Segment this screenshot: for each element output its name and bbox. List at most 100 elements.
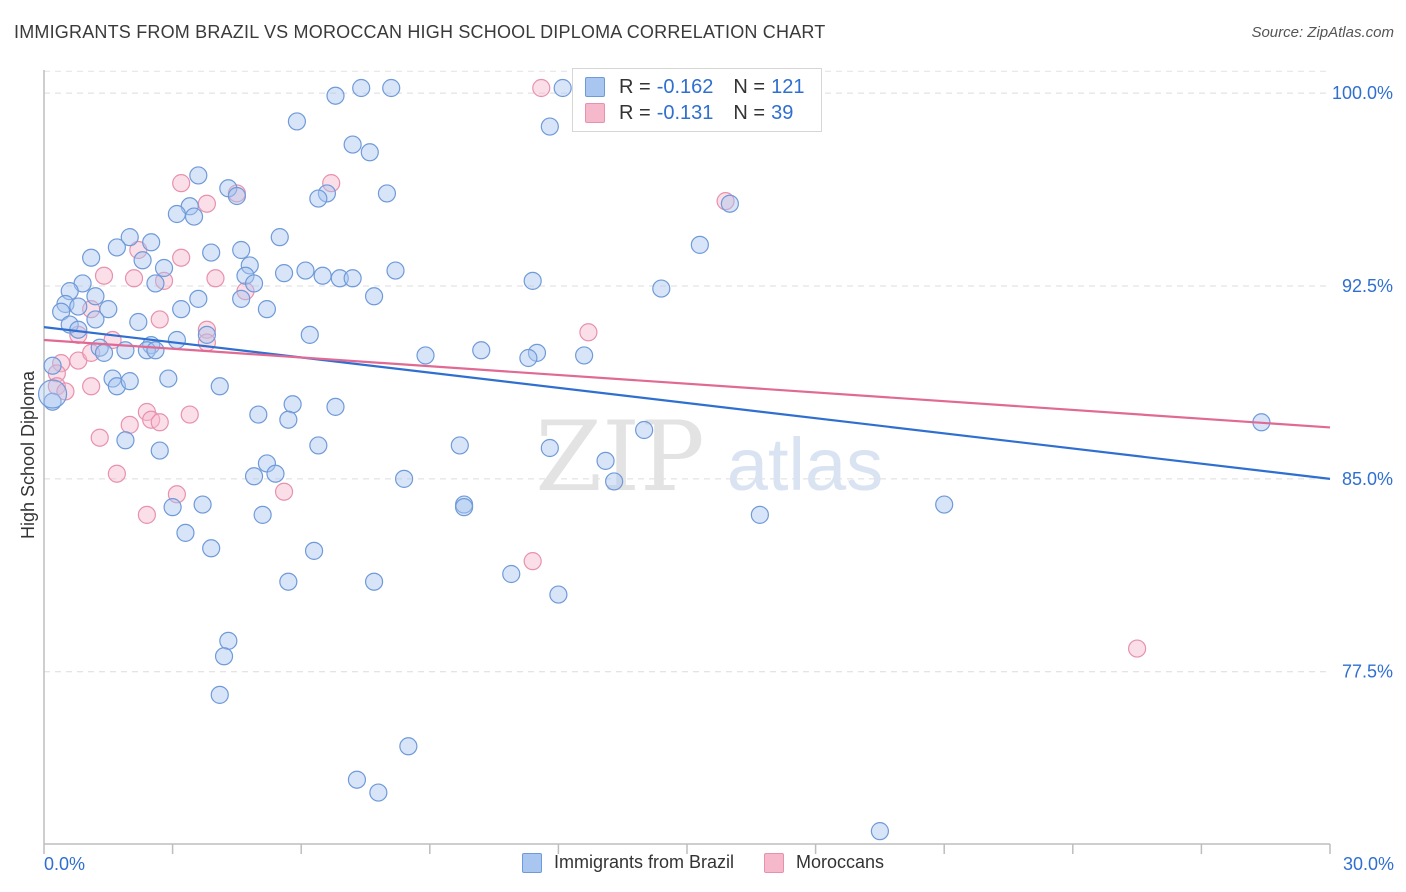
brazil-point[interactable] [317, 184, 337, 203]
moroccan-point[interactable] [180, 405, 199, 424]
brazil-point[interactable] [502, 564, 521, 584]
brazil-point[interactable] [326, 86, 345, 105]
brazil-point[interactable] [167, 204, 186, 224]
legend-item-brazil[interactable]: Immigrants from Brazil [521, 852, 734, 873]
moroccan-point[interactable] [107, 464, 126, 483]
brazil-point[interactable] [279, 410, 298, 429]
brazil-point[interactable] [159, 369, 178, 388]
brazil-point[interactable] [37, 379, 68, 409]
brazil-point[interactable] [163, 498, 182, 517]
brazil-point[interactable] [523, 271, 542, 290]
brazil-point[interactable] [287, 112, 307, 131]
brazil-point[interactable] [176, 523, 195, 542]
brazil-point[interactable] [549, 585, 568, 604]
moroccan-point[interactable] [197, 320, 216, 339]
brazil-point[interactable] [120, 228, 139, 247]
moroccan-point[interactable] [197, 194, 216, 213]
brazil-point[interactable] [382, 78, 401, 98]
brazil-point[interactable] [197, 325, 216, 344]
brazil-point[interactable] [253, 505, 272, 524]
brazil-point[interactable] [386, 261, 405, 280]
brazil-point[interactable] [232, 240, 251, 260]
brazil-point[interactable] [52, 302, 71, 321]
brazil-point[interactable] [416, 346, 435, 365]
brazil-point[interactable] [750, 505, 769, 524]
brazil-point[interactable] [377, 184, 397, 203]
brazil-point[interactable] [304, 541, 324, 560]
brazil-point[interactable] [300, 325, 319, 344]
moroccan-point[interactable] [82, 343, 101, 362]
moroccan-point[interactable] [120, 415, 139, 434]
brazil-point[interactable] [86, 287, 105, 306]
moroccan-point[interactable] [206, 269, 225, 288]
brazil-point[interactable] [266, 464, 285, 483]
brazil-point[interactable] [283, 395, 302, 414]
brazil-point[interactable] [210, 685, 229, 704]
brazil-point[interactable] [519, 348, 538, 368]
brazil-point[interactable] [133, 251, 152, 270]
brazil-point[interactable] [347, 770, 367, 789]
brazil-point[interactable] [257, 300, 277, 319]
brazil-point[interactable] [309, 436, 328, 455]
brazil-point[interactable] [210, 377, 229, 396]
brazil-point[interactable] [472, 341, 491, 360]
brazil-point[interactable] [330, 269, 349, 288]
moroccan-point[interactable] [274, 482, 294, 501]
brazil-point[interactable] [82, 248, 101, 267]
moroccan-point[interactable] [82, 377, 101, 396]
brazil-point[interactable] [249, 405, 268, 424]
brazil-point[interactable] [309, 189, 328, 208]
moroccan-point[interactable] [137, 505, 156, 524]
brazil-point[interactable] [189, 289, 208, 308]
moroccan-point[interactable] [150, 310, 169, 329]
moroccan-point[interactable] [172, 174, 191, 193]
brazil-point[interactable] [116, 431, 135, 450]
brazil-point[interactable] [129, 312, 148, 332]
brazil-point[interactable] [720, 194, 739, 213]
brazil-point[interactable] [240, 256, 259, 275]
brazil-point[interactable] [935, 495, 954, 514]
brazil-point[interactable] [154, 258, 174, 278]
brazil-point[interactable] [605, 472, 624, 491]
brazil-point[interactable] [596, 451, 615, 470]
brazil-point[interactable] [343, 269, 362, 288]
brazil-point[interactable] [146, 274, 165, 293]
brazil-point[interactable] [352, 78, 371, 98]
brazil-point[interactable] [232, 289, 251, 308]
moroccan-point[interactable] [172, 248, 191, 267]
brazil-point[interactable] [296, 261, 315, 280]
moroccan-point[interactable] [1127, 639, 1147, 658]
legend-item-moroccan[interactable]: Moroccans [764, 852, 884, 873]
brazil-point[interactable] [870, 822, 890, 841]
brazil-point[interactable] [690, 235, 709, 254]
brazil-point[interactable] [99, 300, 118, 319]
brazil-point[interactable] [227, 186, 246, 206]
moroccan-point[interactable] [322, 174, 341, 193]
brazil-point[interactable] [202, 539, 221, 558]
brazil-point[interactable] [326, 397, 345, 416]
brazil-point[interactable] [219, 631, 238, 650]
brazil-point[interactable] [652, 279, 671, 298]
moroccan-point[interactable] [523, 552, 542, 571]
brazil-point[interactable] [120, 372, 139, 391]
brazil-point[interactable] [369, 783, 388, 802]
brazil-point[interactable] [150, 441, 169, 460]
brazil-point[interactable] [454, 498, 474, 517]
moroccan-point[interactable] [94, 266, 114, 285]
moroccan-point[interactable] [532, 78, 551, 98]
brazil-point[interactable] [450, 436, 469, 455]
brazil-point[interactable] [364, 287, 384, 306]
brazil-point[interactable] [69, 297, 88, 316]
brazil-point[interactable] [527, 343, 547, 362]
brazil-point[interactable] [313, 266, 332, 285]
brazil-point[interactable] [279, 572, 298, 591]
brazil-point[interactable] [172, 300, 191, 319]
brazil-point[interactable] [43, 356, 62, 375]
brazil-point[interactable] [540, 117, 559, 136]
moroccan-point[interactable] [124, 269, 144, 288]
brazil-point[interactable] [142, 233, 161, 252]
brazil-point[interactable] [364, 572, 384, 591]
brazil-point[interactable] [360, 143, 379, 162]
brazil-point[interactable] [343, 135, 362, 154]
brazil-point[interactable] [107, 238, 126, 257]
